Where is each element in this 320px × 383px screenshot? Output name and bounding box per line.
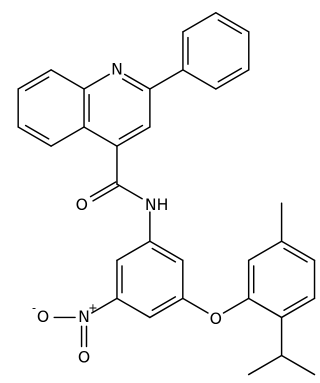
bond [118,124,144,140]
bond [182,69,217,90]
bond [151,247,177,263]
bond [116,126,151,147]
bond [17,69,52,90]
bond [182,297,209,314]
bond [149,240,184,262]
bond [50,69,85,90]
bond [123,73,151,90]
bond [24,76,50,92]
bond [92,185,119,202]
bond [116,297,151,319]
bond [83,73,110,90]
bond [215,12,250,33]
bond [217,19,243,35]
bond [280,297,316,319]
bond [121,78,144,92]
bond [149,69,184,90]
bond [24,124,50,140]
bond [283,247,308,263]
bonds [17,12,316,376]
atom-label: O [78,347,90,366]
atom-label: O [76,195,88,214]
bond [50,126,85,147]
bond [151,296,177,311]
bond [217,67,243,83]
bond [182,12,217,33]
bond [83,126,118,147]
bond [280,240,316,262]
atom-label: O [37,307,49,326]
atom-label: O [210,309,222,328]
bond [280,354,316,376]
bond [116,240,151,262]
bond [91,297,118,314]
charge-label: - [32,301,36,314]
bond [17,126,52,147]
bond [247,354,283,376]
bond [89,181,117,198]
bond [222,297,250,314]
atom-label: NH [145,195,169,214]
atom-label: N [111,59,123,78]
charge-label: + [88,301,97,314]
atom-labels: NO NHN+O-OO [32,59,222,366]
atom-label: N [78,307,90,326]
bond [215,69,250,90]
bond [149,297,184,319]
bond [116,183,143,200]
bond [283,296,308,311]
bond [247,240,283,262]
bond [247,297,283,319]
